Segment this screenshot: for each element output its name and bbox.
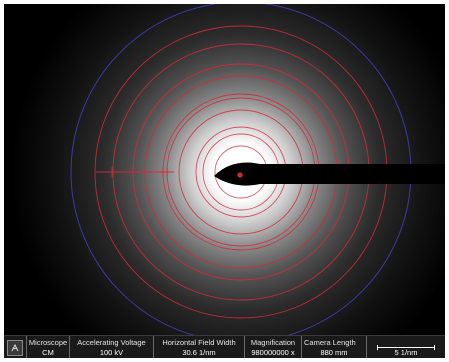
camera-length-value: 880 mm [320,347,348,357]
accelerating-voltage-field: Accelerating Voltage 100 kV [70,336,154,358]
center-marker-icon [237,172,243,178]
magnification-label: Magnification [250,338,296,347]
beam-stop-icon [214,162,445,186]
instrument-logo [4,336,27,358]
magnification-value: 980000000 x [251,347,295,357]
tick-marks [96,167,174,177]
microscope-logo-icon [7,339,23,356]
logo-glyph-icon [11,343,19,351]
scale-bar-label: 5 1/nm [394,347,418,357]
microscope-field: Microscope CM [27,336,70,358]
scale-bar: 5 1/nm [367,336,445,358]
horizontal-field-width-field: Horizontal Field Width 30.6 1/nm [154,336,245,358]
accelerating-voltage-value: 100 kV [99,347,124,357]
horizontal-field-width-value: 30.6 1/nm [182,347,216,357]
magnification-field: Magnification 980000000 x [245,336,302,358]
diffraction-image-viewer: Microscope CM Accelerating Voltage 100 k… [4,4,445,358]
diffraction-pattern [4,4,445,335]
scale-bar-line [377,344,435,350]
camera-length-label: Camera Length [304,338,356,347]
camera-length-field: Camera Length 880 mm [302,336,367,358]
image-databar: Microscope CM Accelerating Voltage 100 k… [4,335,445,358]
microscope-label: Microscope [28,338,68,347]
accelerating-voltage-label: Accelerating Voltage [77,338,146,347]
horizontal-field-width-label: Horizontal Field Width [162,338,236,347]
microscope-value: CM [42,347,54,357]
